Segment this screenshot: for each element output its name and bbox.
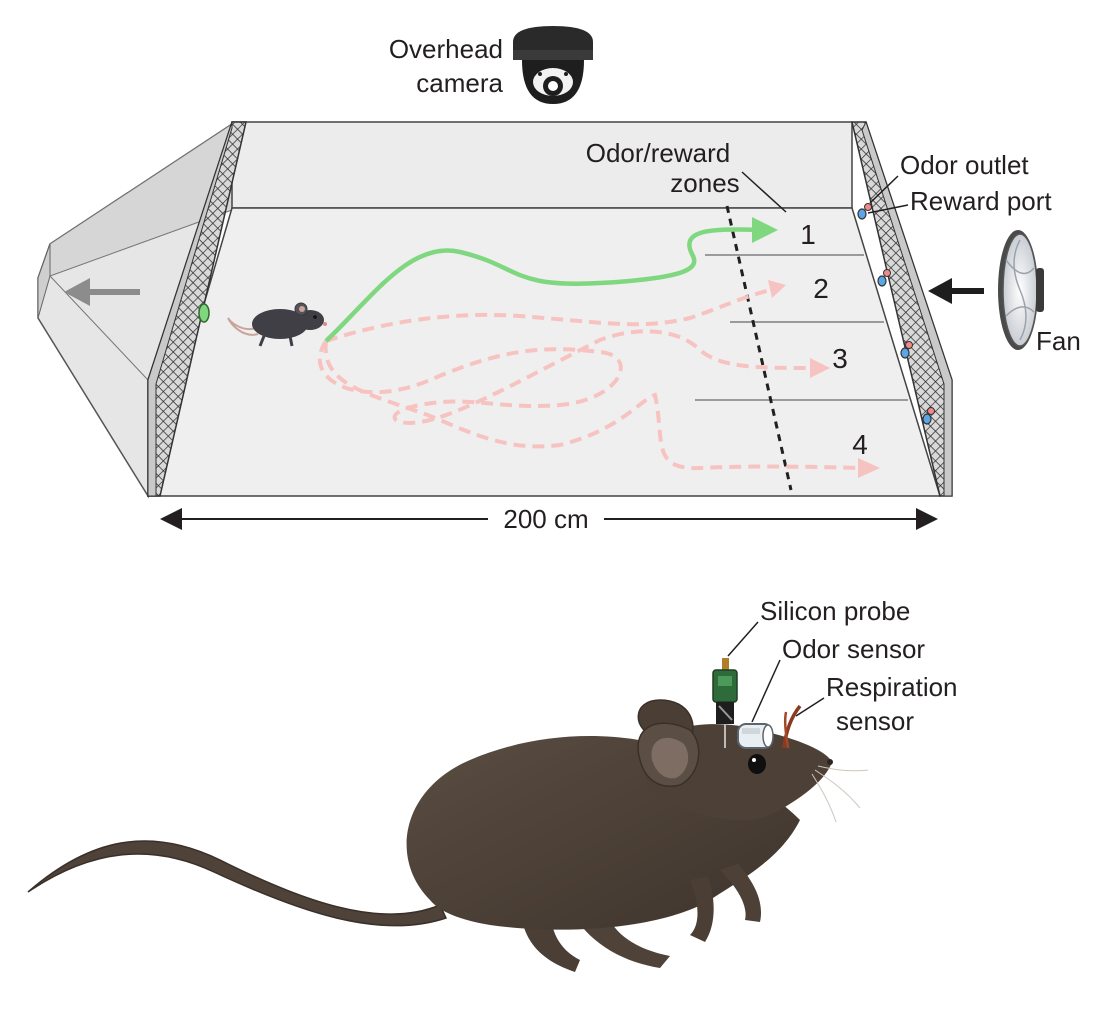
mouse-eye [748,754,766,774]
zones-label-line1: Odor/reward [586,138,731,168]
path-to-zone-2 [325,288,771,343]
odor-outlet-1 [864,203,872,211]
camera-icon [513,26,593,104]
fan-label: Fan [1036,326,1081,356]
overhead-camera: Overhead camera [389,26,593,104]
arena-floor [147,207,942,497]
odor-outlet-4 [927,407,935,415]
mouse-tail [27,840,448,927]
zone-number-4: 4 [852,429,868,460]
reward-port-1 [857,208,867,220]
zone-boundary-line [725,205,793,491]
reward-port-label: Reward port [910,186,1052,216]
reward-port-2 [877,275,887,287]
left-odor-port [198,303,210,323]
odor-outlet-2 [883,269,891,277]
zone-number-1: 1 [800,219,816,250]
failed-path-arrowheads [768,280,880,478]
arrow-left-icon [64,278,140,306]
reward-port-3 [900,347,910,359]
implanted-mouse: Silicon probe Odor sensor Respiration se… [27,596,958,972]
failed-paths [317,288,861,471]
silicon-probe-icon [712,658,738,748]
zones-label-line2: zones [670,168,739,198]
mouse-nose [827,759,833,765]
odor-outlet-3 [905,341,913,349]
fan-icon [998,230,1044,350]
odor-outlet-label: Odor outlet [900,150,1029,180]
double-arrow-icon [160,508,938,530]
airflow-arrow-icon [928,278,984,304]
respiration-sensor-label-line1: Respiration [826,672,958,702]
respiration-sensor-icon [782,704,802,749]
zone-number-3: 3 [832,343,848,374]
path-to-zone-3 [317,329,811,425]
path-to-zone-4 [323,340,861,471]
camera-label-line2: camera [416,68,503,98]
mouse-icon [227,302,327,347]
respiration-sensor-label-line2: sensor [836,706,914,736]
arena: 1 2 3 4 Odor/reward zones Odor outlet Re… [37,120,1081,534]
back-wall [231,121,853,209]
front-leg-2 [720,864,762,922]
camera-label-line1: Overhead [389,34,503,64]
odor-sensor-icon [737,723,774,749]
successful-path [324,217,778,343]
reward-port-4 [922,413,932,425]
silicon-probe-label: Silicon probe [760,596,910,626]
odor-sensor-label: Odor sensor [782,634,925,664]
zone-number-2: 2 [813,273,829,304]
zones-leader-line [741,171,787,213]
arena-width-label: 200 cm [503,504,588,534]
front-leg-1 [690,876,714,942]
ports [857,203,935,425]
